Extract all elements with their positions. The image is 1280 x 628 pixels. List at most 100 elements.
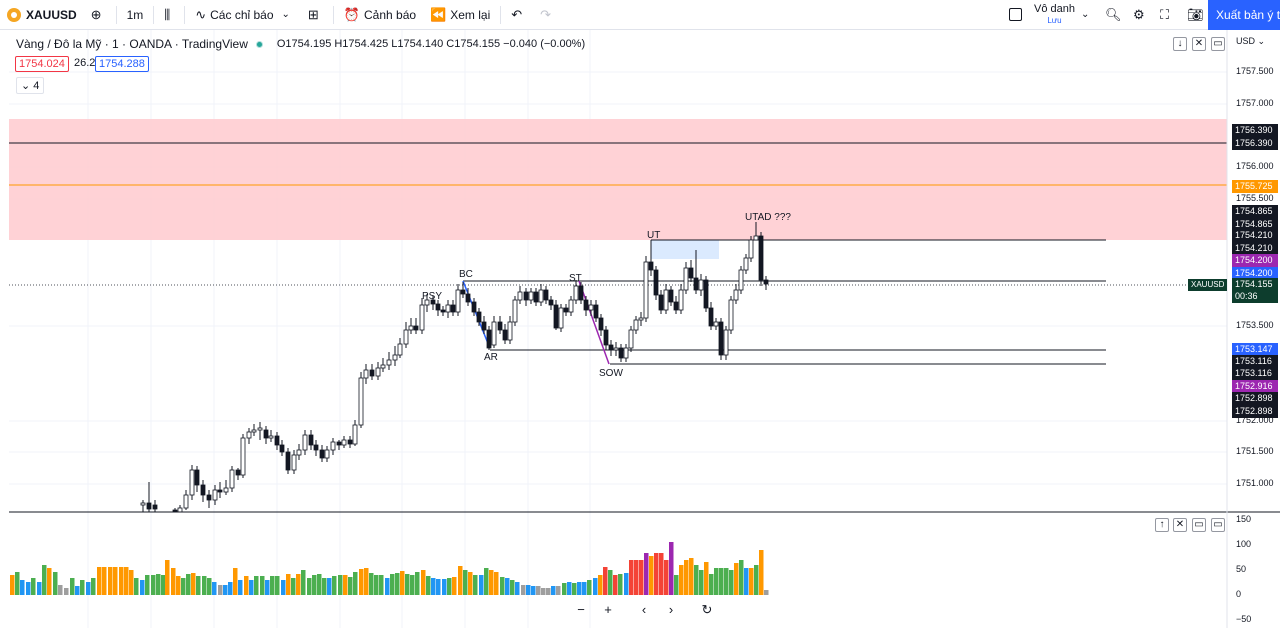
volume-bar	[238, 580, 243, 595]
candle-body	[486, 329, 492, 349]
volume-bar	[431, 578, 436, 595]
bid-price[interactable]: 1754.024	[15, 56, 69, 72]
volume-bar	[254, 576, 259, 595]
replay-button[interactable]: ⏪ Xem lại	[423, 0, 497, 30]
redo-button[interactable]: ↷	[533, 0, 562, 30]
candle-body	[319, 449, 325, 459]
price-tick-label: 1757.000	[1236, 98, 1274, 108]
legend-collapse-button[interactable]: ⌄ 4	[16, 77, 45, 94]
close-volume-pane-button[interactable]: ✕	[1173, 518, 1187, 532]
undo-button[interactable]: ↶	[504, 0, 533, 30]
volume-bar	[694, 565, 699, 595]
volume-bar	[364, 568, 369, 595]
symbol-search-button[interactable]: XAUUSD	[0, 0, 84, 30]
currency-selector[interactable]: USD ⌄	[1236, 36, 1266, 46]
move-up-button[interactable]: ↑	[1155, 518, 1169, 532]
volume-bar	[634, 560, 639, 595]
maximize-pane-button[interactable]: ▭	[1211, 37, 1225, 51]
candle-body	[688, 267, 694, 279]
candle-body	[189, 469, 195, 496]
market-open-dot	[255, 40, 263, 48]
candle-body	[375, 367, 381, 377]
volume-bar	[191, 573, 196, 595]
move-down-button[interactable]: ↓	[1173, 37, 1187, 51]
volume-bar	[699, 570, 704, 595]
volume-bar	[161, 575, 166, 595]
fullscreen-button[interactable]: ⛶	[1153, 0, 1180, 30]
candle-body	[723, 329, 729, 356]
candle-body	[608, 344, 614, 351]
candle-body	[573, 285, 579, 301]
maximize-volume-pane-button[interactable]: ▭	[1192, 518, 1206, 532]
candle-body	[392, 354, 398, 361]
candle-body	[523, 291, 529, 301]
zoom-out-button[interactable]: −	[577, 602, 585, 617]
indicators-button[interactable]: ∿ Các chỉ báo ⌄	[188, 0, 301, 30]
templates-button[interactable]: ⊞	[301, 0, 330, 30]
layout-square-icon	[1009, 8, 1022, 21]
scroll-left-button[interactable]: ‹	[641, 602, 647, 617]
volume-bar	[473, 575, 478, 595]
volume-bar	[452, 577, 457, 595]
candle-body	[279, 444, 285, 453]
price-tick-label: 1753.500	[1236, 320, 1274, 330]
volume-bar	[567, 582, 572, 595]
symbol-price-tag: XAUUSD	[1188, 279, 1228, 291]
restore-volume-pane-button[interactable]: ▭	[1211, 518, 1225, 532]
candle-body	[291, 454, 297, 471]
volume-bar	[348, 577, 353, 595]
zoom-in-button[interactable]: +	[604, 602, 612, 617]
ask-price[interactable]: 1754.288	[95, 56, 149, 72]
settings-button[interactable]: ⚙	[1126, 0, 1156, 30]
volume-bar	[572, 583, 577, 595]
candle-body	[713, 321, 719, 327]
price-tag: 1754.865	[1232, 218, 1278, 231]
volume-bar	[484, 568, 489, 595]
volume-bar	[181, 578, 186, 595]
candle-body	[465, 293, 471, 303]
candle-body	[708, 307, 714, 327]
price-tag: 00:36	[1232, 290, 1278, 303]
ut-box	[651, 240, 719, 259]
legend-title[interactable]: Vàng / Đô la Mỹ · 1 · OANDA · TradingVie…	[16, 37, 248, 51]
candle-body	[268, 435, 274, 439]
candle-body	[146, 502, 152, 510]
volume-bar	[64, 588, 69, 595]
snapshot-button[interactable]: 📷︎	[1180, 0, 1215, 30]
volume-bar	[489, 570, 494, 595]
candle-body	[285, 451, 291, 471]
alert-button[interactable]: ⏰ Cảnh báo	[337, 0, 423, 30]
publish-idea-button[interactable]: Xuất bản ý tưởng	[1208, 0, 1280, 30]
volume-bar	[58, 585, 63, 595]
volume-bar	[10, 575, 15, 595]
candle-body	[643, 261, 649, 319]
redo-icon: ↷	[540, 6, 552, 22]
price-tag: 1756.390	[1232, 124, 1278, 137]
volume-bar	[629, 560, 634, 595]
price-tag: 1754.210	[1232, 229, 1278, 242]
price-tag: 1753.116	[1232, 355, 1278, 368]
interval-button[interactable]: 1m	[126, 7, 144, 22]
price-tag: 1754.865	[1232, 205, 1278, 218]
fullscreen-icon: ⛶	[1160, 6, 1170, 22]
chart-type-button[interactable]: ⫼	[157, 0, 181, 30]
scroll-right-button[interactable]: ›	[668, 602, 674, 617]
candle-body	[728, 299, 734, 331]
candle-body	[748, 239, 754, 259]
volume-bar	[749, 568, 754, 595]
volume-bar	[233, 568, 238, 595]
add-symbol-button[interactable]: ⊕	[84, 0, 113, 30]
reset-chart-button[interactable]: ↻	[701, 602, 713, 617]
layout-button[interactable]: Vô danh Lưu ⌄	[1002, 0, 1100, 30]
volume-bar	[228, 582, 233, 595]
search-button[interactable]: 🔍︎	[1098, 0, 1133, 30]
close-pane-button[interactable]: ✕	[1192, 37, 1206, 51]
candle-body	[251, 429, 257, 433]
volume-bar	[505, 578, 510, 595]
volume-bar	[265, 580, 270, 595]
price-tick-label: 1755.500	[1236, 193, 1274, 203]
volume-bar	[562, 583, 567, 595]
currency-label: USD	[1236, 36, 1256, 46]
candle-body	[380, 364, 386, 369]
